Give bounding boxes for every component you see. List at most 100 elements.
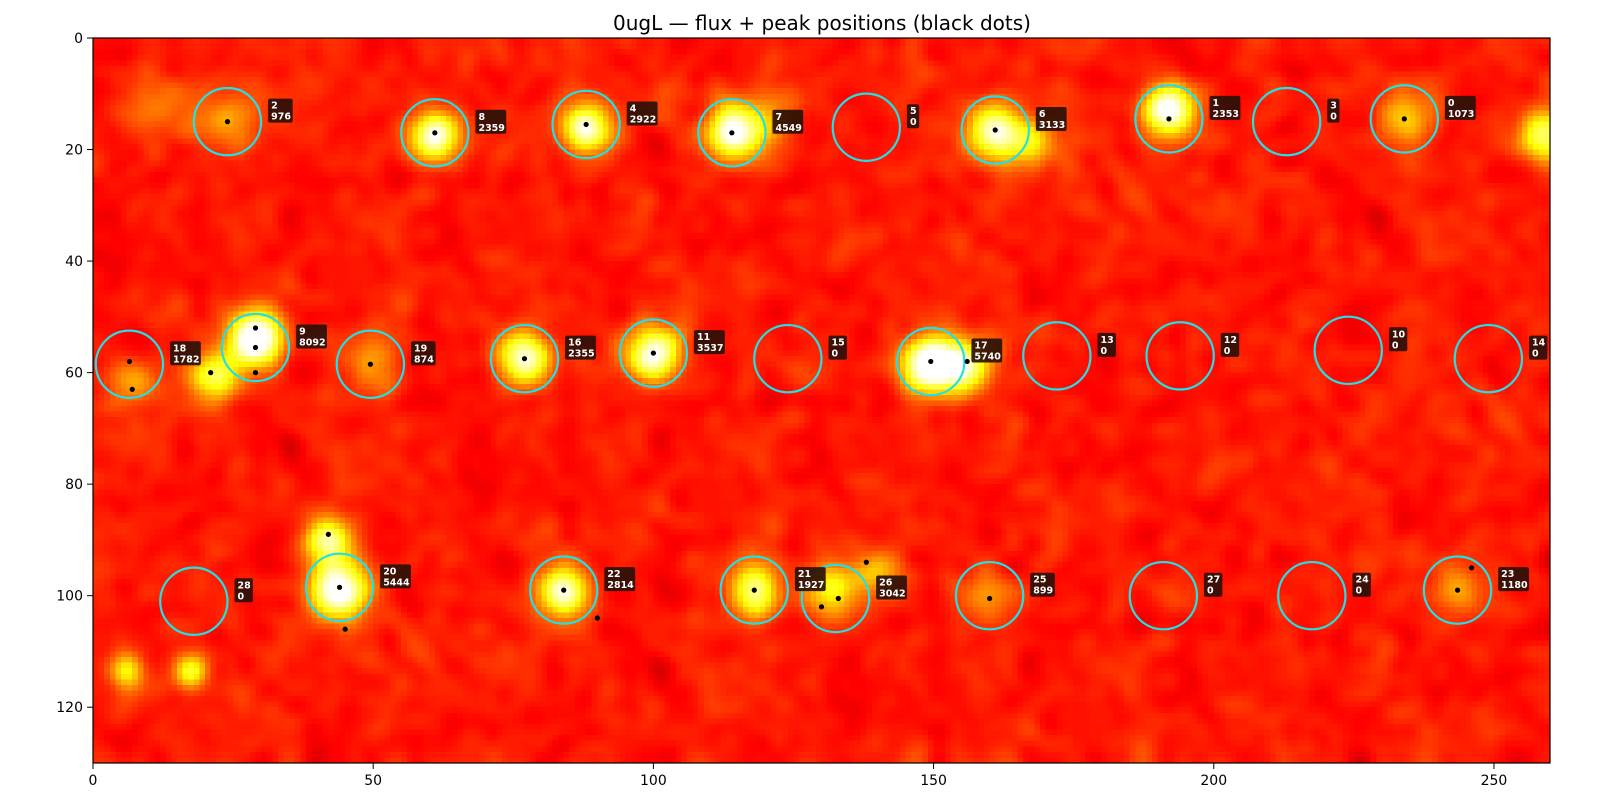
spot-id: 17 [974,340,987,351]
spot-circles [94,84,1524,636]
spot-circle-16 [489,323,560,394]
x-tick-label: 150 [920,773,947,789]
spot-flux: 874 [414,354,434,365]
spot-id: 20 [383,566,397,577]
spot-id: 12 [1224,335,1237,346]
plot-area: 0107312353297630429225063133745498235998… [92,37,1551,764]
spot-id: 19 [414,343,427,354]
spot-label-3: 30 [1327,98,1340,123]
spot-circle-13 [1022,321,1092,391]
y-tick-label: 80 [65,477,83,493]
spot-circle-2 [192,86,263,157]
spot-circle-7 [697,98,767,168]
spot-circle-14 [1453,323,1524,394]
label-box [828,335,847,360]
spot-id: 1 [1213,98,1220,109]
spot-circle-9 [220,312,291,383]
spot-id: 16 [568,338,582,349]
spot-id: 10 [1392,329,1406,340]
label-box [1444,95,1476,120]
spot-flux: 0 [1224,346,1231,357]
spot-circle-23 [1422,555,1493,625]
spot-flux: 5444 [383,577,410,588]
spot-circle-15 [753,323,823,394]
label-box [1035,107,1067,132]
y-tick-label: 60 [65,366,83,382]
peak-dot [336,584,343,590]
peak-dot [1468,565,1475,571]
label-box [380,564,411,589]
x-tick-label: 250 [1481,773,1508,789]
spot-circle-1 [1134,84,1204,154]
peak-dot [325,531,331,537]
label-box [1327,98,1340,123]
label-box [268,98,293,123]
label-box [604,567,636,592]
label-box [1498,567,1529,592]
x-tick-label: 100 [640,773,667,789]
label-box [1528,335,1548,360]
spot-circle-24 [1277,560,1347,631]
spot-id: 18 [173,343,187,354]
peak-dot [818,604,825,610]
label-box [296,324,327,349]
peak-dot [208,370,214,376]
spot-label-13: 130 [1097,332,1116,357]
y-tick-label: 0 [74,31,83,47]
spot-circle-28 [159,566,229,636]
spot-label-27: 270 [1203,572,1223,597]
spot-flux: 2355 [568,349,594,360]
peak-dot [224,119,231,125]
spot-id: 15 [832,338,845,349]
spot-labels: 0107312353297630429225063133745498235998… [170,95,1548,603]
spot-label-5: 50 [906,104,920,129]
peak-dot [367,361,373,367]
peak-dot [650,350,656,356]
peak-dot [126,358,133,365]
spot-circle-6 [960,95,1030,165]
label-box [794,567,826,592]
spot-flux: 1180 [1501,580,1528,591]
peak-dot [1454,587,1461,593]
spot-label-28: 280 [234,578,253,603]
peak-dot [594,615,600,621]
label-box [170,341,201,366]
peak-dots [126,116,1475,632]
plot-frame [92,37,1551,764]
spot-id: 4 [630,103,637,114]
spot-id: 3 [1330,101,1337,112]
label-box [1209,95,1241,120]
x-tick-label: 50 [364,773,382,789]
spot-id: 0 [1448,98,1455,109]
peak-dot [129,386,135,392]
peak-dot [252,325,259,331]
spot-flux: 976 [271,112,291,123]
spot-circle-12 [1145,321,1215,391]
label-box [411,341,436,366]
spot-flux: 1927 [798,580,824,591]
x-tick-label: 200 [1200,773,1227,789]
spot-flux: 0 [1392,340,1399,351]
y-tick-label: 100 [56,589,83,605]
spot-circle-11 [618,318,689,388]
spot-id: 27 [1207,575,1220,586]
y-tick-label: 20 [65,143,83,159]
peak-dot [987,595,993,602]
label-box [475,109,507,134]
spot-label-12: 120 [1220,332,1240,357]
spot-flux: 2353 [1213,109,1239,120]
